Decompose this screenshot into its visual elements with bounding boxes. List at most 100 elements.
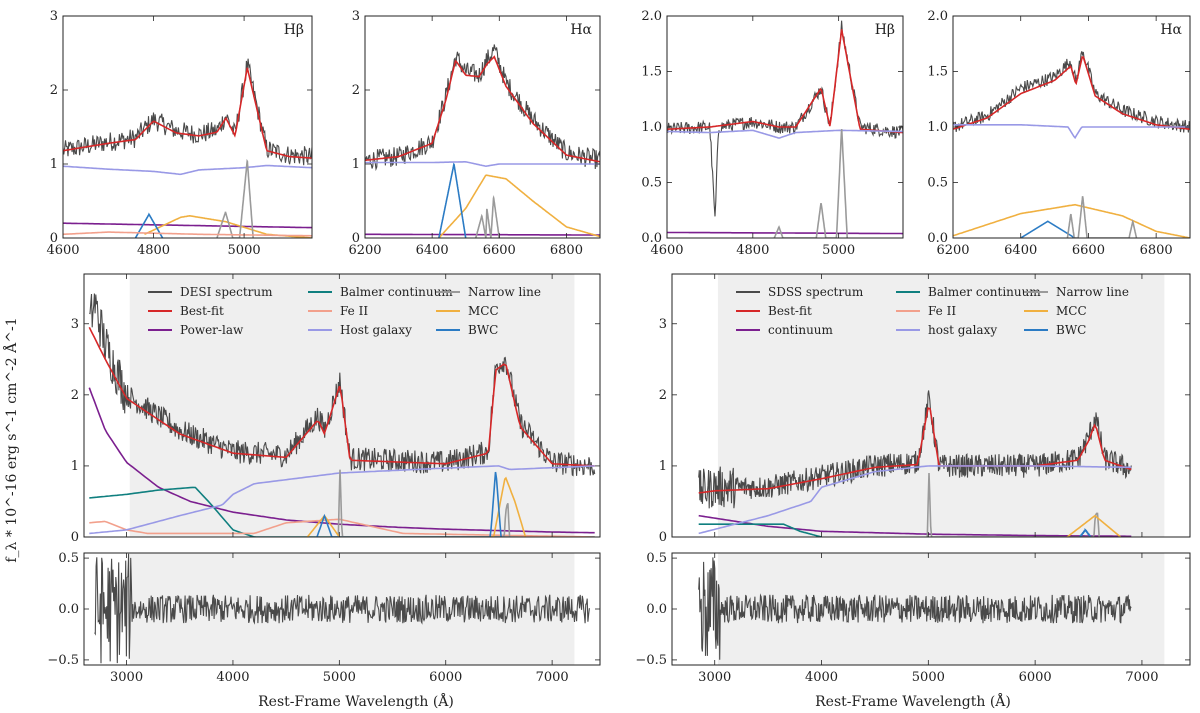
x-tick-label: 6200 xyxy=(936,243,969,258)
fit-window-shade xyxy=(717,274,1165,537)
series-host xyxy=(953,124,1190,140)
y-tick-label: 2.0 xyxy=(927,9,948,24)
line-label: Hα xyxy=(570,22,592,38)
y-tick-label: 2 xyxy=(71,388,79,403)
plot-area xyxy=(667,20,903,238)
y-tick-label: 0.0 xyxy=(641,231,662,246)
x-tick-label: 3000 xyxy=(110,670,143,685)
series-narrow xyxy=(216,158,254,238)
plot-area xyxy=(88,274,596,537)
legend-entry-fe-ii: Fe II xyxy=(308,304,368,318)
legend-label: Power-law xyxy=(180,323,244,337)
series-mcc xyxy=(953,203,1190,238)
panel-desi_resid: −0.5 0.0 0.5 3000 4000 5000 6000 7000 xyxy=(47,551,601,685)
legend-entry-best-fit: Best-fit xyxy=(148,304,224,318)
y-tick-label: 0.5 xyxy=(641,176,662,191)
y-tick-label: 1.5 xyxy=(927,65,948,80)
legend-label: SDSS spectrum xyxy=(768,285,864,299)
x-tick-label: 6000 xyxy=(1019,670,1052,685)
legend-entry-power-law: Power-law xyxy=(148,323,244,337)
line-label: Hα xyxy=(1160,22,1182,38)
x-tick-label: 5000 xyxy=(228,243,261,258)
series-best-fit xyxy=(365,55,600,163)
legend-label: Host galaxy xyxy=(340,323,412,337)
series-narrow xyxy=(475,194,501,238)
legend-label: MCC xyxy=(1056,304,1087,318)
series-residual xyxy=(94,553,590,664)
y-tick-label: 0 xyxy=(71,530,79,545)
y-tick-label: 3 xyxy=(659,317,667,332)
legend-entry-fe-ii: Fe II xyxy=(896,304,956,318)
series-sdss-spectrum xyxy=(698,390,1132,509)
legend-label: Best-fit xyxy=(180,304,224,318)
y-tick-label: −0.5 xyxy=(635,653,667,668)
y-tick-label: 1.5 xyxy=(641,65,662,80)
legend-label: BWC xyxy=(1056,323,1086,337)
series-host-galaxy xyxy=(89,465,595,535)
series-narrow xyxy=(1066,196,1138,238)
legend-label: Narrow line xyxy=(1056,285,1129,299)
y-tick-label: −0.5 xyxy=(47,653,79,668)
axes-frame xyxy=(364,15,601,239)
legend-label: MCC xyxy=(468,304,499,318)
line-label: Hβ xyxy=(284,22,304,38)
series-best-fit xyxy=(88,326,595,467)
series-best-fit xyxy=(953,56,1190,130)
y-tick-label: 3 xyxy=(50,9,58,24)
y-tick-label: 0.0 xyxy=(927,231,948,246)
series-continuum xyxy=(698,514,1132,537)
x-tick-label: 6400 xyxy=(416,243,449,258)
series-mcc xyxy=(438,174,600,238)
series-mcc xyxy=(1066,514,1122,537)
legend-entry-balmer-continuum: Balmer continuum xyxy=(308,285,453,299)
y-tick-label: 1.0 xyxy=(927,120,948,135)
series-host xyxy=(63,164,312,176)
x-tick-label: 6400 xyxy=(1004,243,1037,258)
y-tick-label: 2 xyxy=(352,83,360,98)
x-tick-label: 5000 xyxy=(323,670,356,685)
legend-label: continuum xyxy=(768,323,834,337)
x-tick-label: 3000 xyxy=(698,670,731,685)
series-balmer-continuum xyxy=(89,486,595,537)
series-best-fit xyxy=(667,29,903,134)
x-tick-label: 6600 xyxy=(483,243,516,258)
x-tick-label: 5000 xyxy=(912,670,945,685)
y-tick-label: 2 xyxy=(659,388,667,403)
x-tick-label: 7000 xyxy=(536,670,569,685)
series-bwc xyxy=(134,212,164,238)
legend-entry-mcc: MCC xyxy=(1024,304,1087,318)
fit-window-shade xyxy=(129,274,575,537)
legend-label: Fe II xyxy=(340,304,368,318)
x-tick-label: 6600 xyxy=(1072,243,1105,258)
panel-sdss_full: 0 1 2 3 SDSS spectrum Best-fit continuum Balmer… xyxy=(659,273,1191,545)
series-power-law xyxy=(667,231,903,235)
y-tick-label: 3 xyxy=(71,317,79,332)
legend-entry-bwc: BWC xyxy=(1024,323,1086,337)
legend-entry-host-galaxy: Host galaxy xyxy=(308,323,412,337)
series-bwc xyxy=(438,162,467,238)
legend-entry-mcc: MCC xyxy=(436,304,499,318)
plot-area xyxy=(94,553,590,665)
x-axis-label-right: Rest-Frame Wavelength (Å) xyxy=(815,692,1011,710)
legend-label: DESI spectrum xyxy=(180,285,273,299)
x-tick-label: 6200 xyxy=(348,243,381,258)
series-power-law xyxy=(63,222,312,229)
plot-area xyxy=(953,51,1190,238)
series-fe-ii xyxy=(63,231,312,237)
panel-sdss_halpha: 0.0 0.5 1.0 1.5 2.0 6200 6400 6600 6800 Hα xyxy=(927,9,1191,258)
x-tick-label: 6800 xyxy=(1140,243,1173,258)
legend-entry-sdss-spectrum: SDSS spectrum xyxy=(736,285,864,299)
series-data xyxy=(63,58,312,166)
line-label: Hβ xyxy=(875,22,895,38)
panel-sdss_hbeta: 0.0 0.5 1.0 1.5 2.0 4600 4800 5000 Hβ xyxy=(641,9,904,258)
y-axis-label: f_λ * 10^-16 erg s^-1 cm^-2 Å^-1 xyxy=(2,317,20,562)
legend-entry-balmer-continuum: Balmer continuum xyxy=(896,285,1041,299)
y-tick-label: 1.0 xyxy=(641,120,662,135)
legend-label: Narrow line xyxy=(468,285,541,299)
series-bwc xyxy=(1079,527,1092,537)
x-tick-label: 4000 xyxy=(805,670,838,685)
legend-label: Fe II xyxy=(928,304,956,318)
y-tick-label: 3 xyxy=(352,9,360,24)
series-narrow xyxy=(773,129,848,238)
